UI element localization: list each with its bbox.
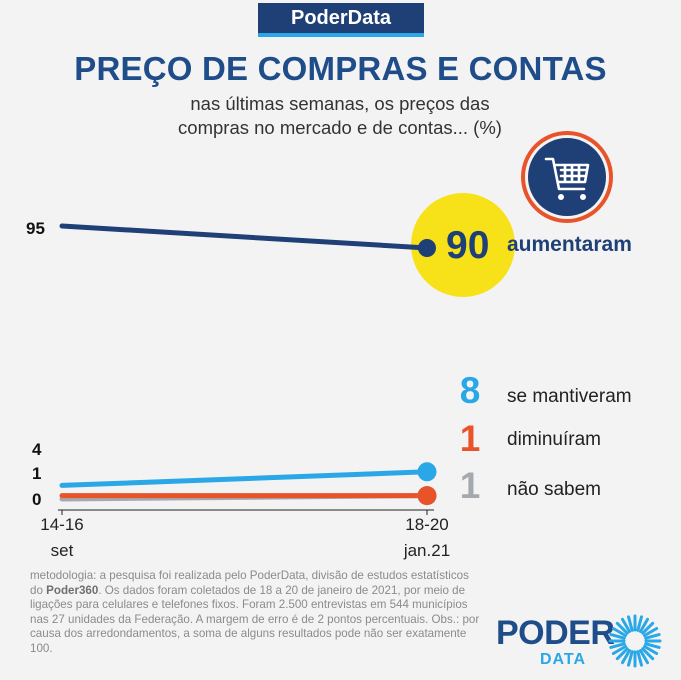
- x-tick-label-1-line1: 14-16: [40, 515, 83, 534]
- x-tick-label-1-line2: set: [51, 541, 74, 560]
- subtitle: nas últimas semanas, os preços das compr…: [120, 92, 560, 140]
- end-label-2: 8: [460, 370, 481, 411]
- sunburst-ray: [615, 647, 629, 661]
- page-title: PREÇO DE COMPRAS E CONTAS: [74, 50, 607, 87]
- shopping-cart-icon: [544, 157, 590, 191]
- series-name-3: diminuíram: [507, 429, 601, 450]
- cart-wheel-right: [580, 194, 586, 200]
- highlight-circle: [411, 193, 515, 297]
- logo-data-text: DATA: [540, 651, 587, 668]
- sunburst-ray: [644, 642, 661, 649]
- start-label-3: 1: [32, 464, 41, 483]
- x-tick-label-2-line1: 18-20: [405, 515, 448, 534]
- sunburst-ray: [609, 633, 626, 640]
- sunburst-ray: [636, 650, 643, 667]
- methodology-suffix: . Os dados foram coletados de 18 a 20 de…: [30, 583, 480, 655]
- sunburst-ray: [639, 649, 649, 665]
- poderdata-logo: PODER DATA: [496, 614, 666, 670]
- methodology-note: metodologia: a pesquisa foi realizada pe…: [30, 569, 480, 656]
- start-label-4: 0: [32, 490, 41, 509]
- series-line-2: [59, 469, 430, 488]
- end-label-4: 1: [460, 465, 481, 506]
- sunburst-ray: [639, 617, 649, 633]
- series-name-4: não sabem: [507, 479, 601, 500]
- sunburst-ray: [643, 627, 659, 637]
- sunburst-ray: [636, 615, 643, 632]
- series-line-1: [59, 223, 430, 251]
- end-label-1: 90: [446, 224, 489, 267]
- sunburst-ray: [609, 642, 626, 649]
- cart-wheel-left: [558, 194, 564, 200]
- methodology-brand: Poder360: [46, 583, 99, 597]
- sunburst-icon: [608, 614, 662, 668]
- series-end-point-1: [418, 239, 436, 257]
- sunburst-ray: [627, 650, 634, 667]
- start-label-2: 4: [32, 440, 42, 459]
- sunburst-ray: [615, 621, 629, 635]
- subtitle-line-1: nas últimas semanas, os preços das: [190, 93, 490, 114]
- sunburst-ray: [643, 645, 659, 655]
- sunburst-ray: [611, 627, 627, 637]
- sunburst-ray: [621, 617, 631, 633]
- subtitle-line-2: compras no mercado e de contas... (%): [178, 117, 502, 138]
- brand-badge: PoderData: [258, 3, 424, 37]
- series-end-point-3: [417, 486, 437, 506]
- series-name-2: se mantiveram: [507, 386, 632, 407]
- series-end-point-2: [417, 462, 437, 482]
- sunburst-ray: [611, 645, 627, 655]
- sunburst-ray: [641, 647, 655, 661]
- sunburst-ray: [641, 621, 655, 635]
- x-tick-label-2-line2: jan.21: [403, 541, 450, 560]
- methodology-prefix: metodologia: a pesquisa foi realizada pe…: [30, 569, 469, 597]
- series-name-1: aumentaram: [507, 233, 632, 256]
- logo-poder-text: PODER: [496, 614, 615, 652]
- start-label-1: 95: [26, 219, 45, 238]
- sunburst-ray: [627, 615, 634, 632]
- end-label-3: 1: [460, 418, 481, 459]
- sunburst-ray: [644, 633, 661, 640]
- sunburst-ray: [621, 649, 631, 665]
